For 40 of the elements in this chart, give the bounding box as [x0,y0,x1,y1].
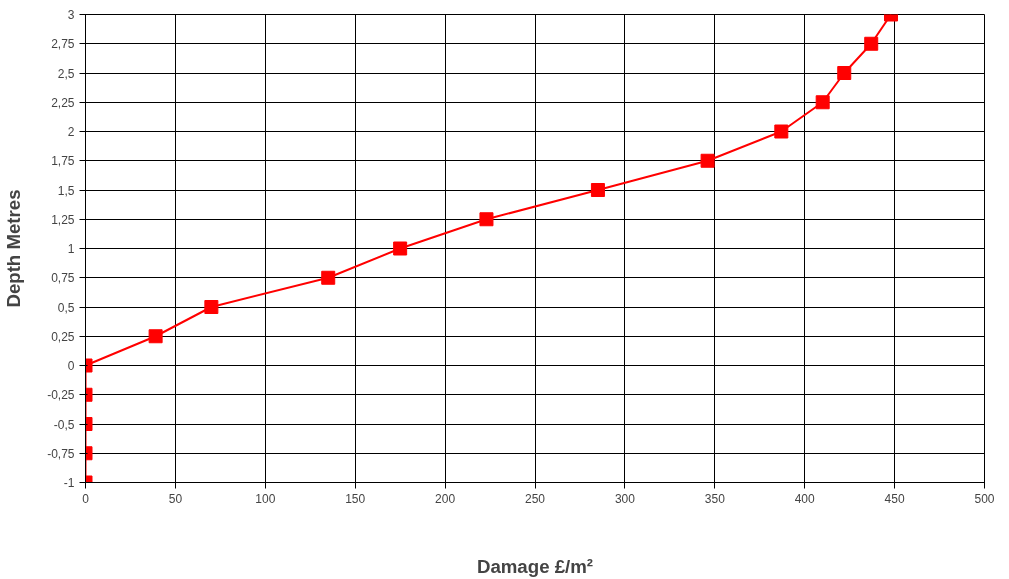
y-tick-label: 2,5 [57,66,75,81]
x-tick-label: 100 [255,491,276,506]
y-tick-label: 0,5 [57,300,75,315]
y-tick-label: 2 [67,125,75,139]
x-tick-label: 150 [345,491,366,506]
point [590,183,605,197]
y-tick-label: -0,5 [53,417,75,432]
y-tick-label: 1,25 [51,212,75,227]
point [321,270,336,285]
x-tick-label: 300 [614,491,636,506]
y-tick-label: 0,25 [51,329,75,344]
point [774,124,789,139]
y-tick-label: 3 [67,8,75,22]
x-tick-label: 350 [704,491,726,506]
y-tick-label: 0 [67,359,75,373]
point [393,241,408,256]
y-tick-label: 2,75 [51,37,75,52]
y-tick-label: -0,25 [47,388,75,403]
y-tick-label: 2,25 [51,95,75,110]
point [700,153,715,168]
point [204,300,219,314]
point [815,95,830,110]
y-tick-label: -0,75 [47,446,75,461]
y-tick-label: 1 [67,242,75,256]
x-tick-label: 200 [435,491,456,506]
y-axis-title: Depth Metres [3,189,25,308]
y-tick-label: -1 [63,476,75,490]
x-tick-label: 50 [168,491,183,506]
x-tick-label: 0 [82,491,90,506]
y-tick-label: 0,75 [51,271,75,286]
x-axis-title: Damage £/m² [476,555,594,577]
x-tick-label: 500 [974,491,995,506]
point [479,212,494,227]
point [864,36,879,51]
x-tick-label: 250 [524,491,546,506]
x-tick-label: 450 [884,491,905,506]
y-tick-label: 1,75 [51,154,75,169]
point [837,66,852,80]
x-tick-label: 400 [794,491,816,506]
y-tick-label: 1,5 [57,183,75,198]
